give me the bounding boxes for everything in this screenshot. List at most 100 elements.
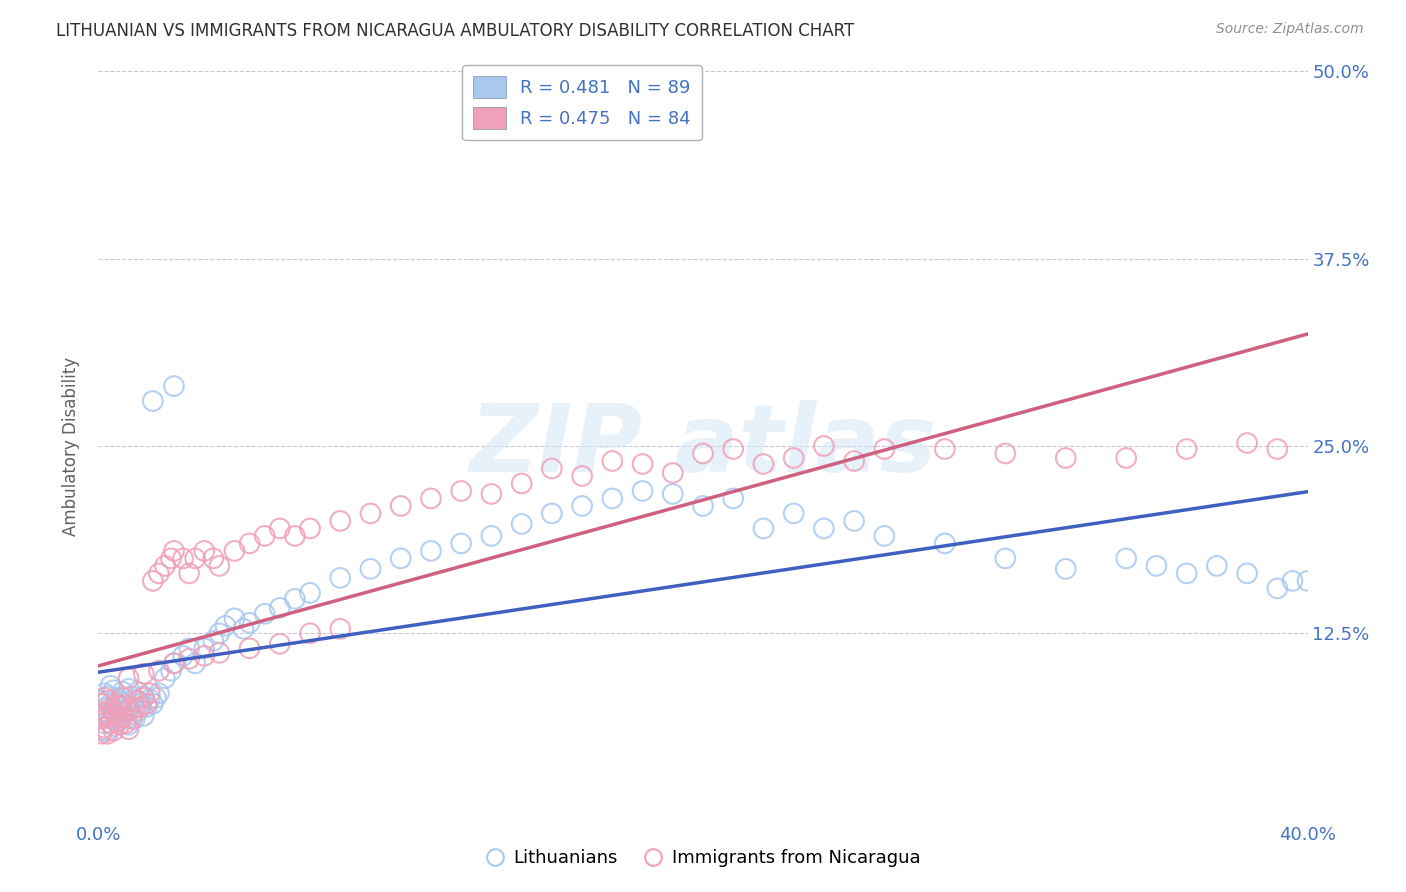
Point (193, 648, 215, 663)
Point (114, 695, 136, 709)
Point (124, 701, 146, 715)
Point (132, 690, 155, 704)
Point (96, 690, 118, 704)
Point (224, 544, 246, 558)
Point (1267, 442, 1289, 456)
Point (90, 727, 112, 741)
Point (269, 600, 291, 615)
Point (450, 536, 472, 550)
Point (631, 457, 654, 471)
Point (100, 716, 122, 731)
Point (111, 685, 134, 699)
Point (105, 690, 128, 705)
Point (172, 551, 194, 566)
Point (153, 671, 176, 685)
Point (105, 697, 128, 711)
Point (631, 483, 654, 498)
Text: LITHUANIAN VS IMMIGRANTS FROM NICARAGUA AMBULATORY DISABILITY CORRELATION CHART: LITHUANIAN VS IMMIGRANTS FROM NICARAGUA … (56, 22, 855, 40)
Point (100, 712, 122, 726)
Point (1115, 450, 1137, 465)
Point (124, 692, 146, 706)
Point (132, 666, 155, 681)
Point (193, 544, 215, 558)
Point (163, 379, 186, 393)
Point (284, 591, 307, 606)
Point (193, 641, 215, 656)
Point (118, 723, 141, 737)
Point (389, 499, 412, 513)
Point (752, 521, 775, 535)
Point (93, 721, 115, 735)
Point (239, 641, 262, 656)
Point (329, 571, 352, 585)
Point (208, 626, 231, 640)
Point (118, 681, 141, 696)
Point (1115, 551, 1137, 566)
Point (172, 648, 194, 663)
Point (96, 694, 118, 708)
Point (93, 690, 115, 705)
Point (129, 697, 152, 711)
Point (108, 699, 131, 714)
Point (90, 694, 112, 708)
Text: Source: ZipAtlas.com: Source: ZipAtlas.com (1216, 22, 1364, 37)
Point (420, 544, 443, 558)
Point (692, 446, 714, 460)
Point (103, 719, 125, 733)
Point (93, 686, 115, 700)
Point (127, 704, 149, 718)
Point (481, 487, 503, 501)
Point (723, 491, 745, 506)
Y-axis label: Ambulatory Disability: Ambulatory Disability (62, 357, 80, 535)
Point (96, 706, 118, 720)
Point (127, 685, 149, 699)
Point (121, 712, 143, 726)
Point (208, 558, 231, 573)
Point (118, 703, 141, 717)
Point (145, 690, 167, 705)
Point (103, 723, 125, 738)
Point (179, 641, 201, 656)
Point (360, 562, 382, 576)
Point (105, 708, 128, 723)
Point (139, 686, 162, 700)
Point (783, 507, 806, 521)
Point (96, 727, 118, 741)
Point (783, 450, 806, 465)
Point (114, 698, 136, 713)
Point (153, 558, 176, 573)
Point (148, 566, 170, 581)
Point (1175, 566, 1198, 581)
Point (269, 521, 291, 535)
Point (121, 707, 143, 722)
Point (103, 706, 125, 720)
Point (208, 646, 231, 660)
Point (114, 716, 136, 731)
Point (214, 619, 236, 633)
Point (844, 514, 866, 528)
Point (510, 476, 533, 491)
Point (142, 697, 165, 711)
Point (269, 637, 291, 651)
Point (142, 574, 165, 588)
Point (481, 529, 503, 543)
Point (179, 566, 201, 581)
Point (93, 706, 115, 720)
Point (132, 708, 155, 723)
Point (1281, 574, 1303, 588)
Point (142, 394, 165, 409)
Point (692, 499, 714, 513)
Point (108, 717, 131, 731)
Point (179, 652, 201, 666)
Point (934, 536, 956, 550)
Point (540, 461, 562, 475)
Point (1054, 562, 1077, 576)
Point (1236, 436, 1258, 450)
Point (1206, 558, 1229, 573)
Point (1236, 566, 1258, 581)
Point (90, 712, 112, 726)
Point (124, 712, 146, 726)
Point (129, 699, 152, 714)
Point (103, 683, 125, 698)
Point (103, 703, 125, 717)
